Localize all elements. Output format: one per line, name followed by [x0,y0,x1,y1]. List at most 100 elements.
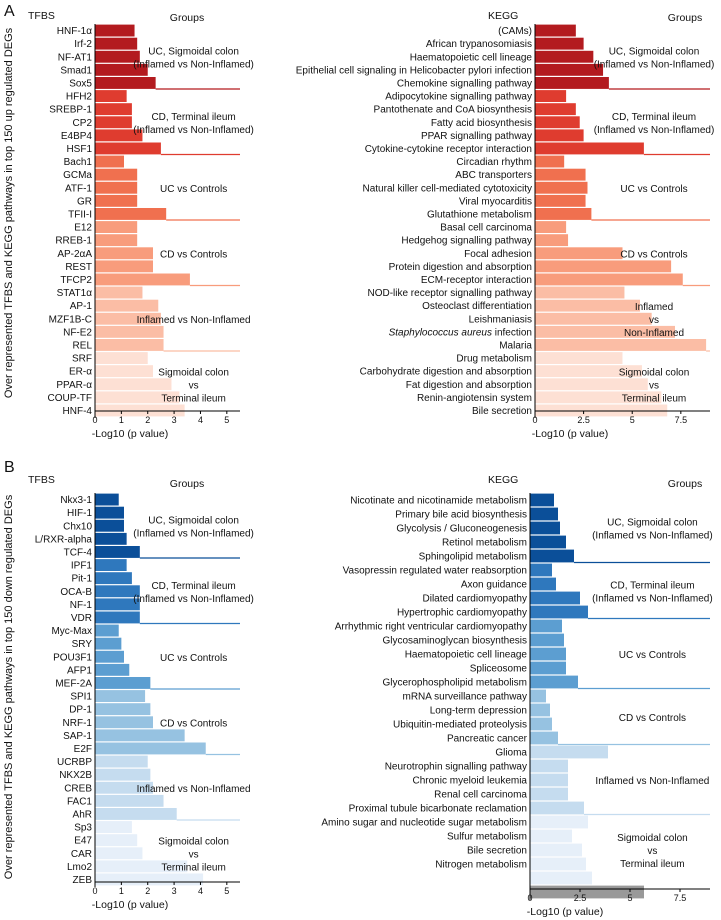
a-tfbs-category-label: TFCP2 [60,275,92,286]
a-kegg-bar [535,365,642,378]
a-tfbs-bar [95,168,138,181]
b-tfbs-bar [95,755,148,768]
a-kegg-bar [535,24,576,37]
b-tfbs-category-label: SAP-1 [63,731,92,742]
b-tfbs-category-label: VDR [71,613,92,624]
a-kegg-bar [535,155,565,168]
a-kegg-category-label: Protein digestion and absorption [389,262,532,273]
a-kegg-bar [535,391,662,404]
b-kegg-group-label: (Inflamed vs Non-Inflamed) [592,594,713,605]
a-kegg-bar [535,142,644,155]
a-kegg-category-label: Fat digestion and absorption [406,380,532,391]
a-tfbs-category-label: HNF-4 [63,406,93,417]
b-tfbs-category-label: NF-1 [70,600,93,611]
b-kegg-bar [530,577,556,591]
b-tfbs-category-label: UCRBP [57,757,92,768]
b-tfbs-category-label: OCA-B [60,587,92,598]
b-tfbs-category-label: ZEB [73,875,93,886]
a-tfbs-x-tick-label: 3 [172,415,177,425]
a-kegg-bar [535,50,594,63]
b-tfbs-bar [95,585,140,598]
b-tfbs-category-label: HIF-1 [67,508,92,519]
b-kegg-bar [530,619,562,633]
b-kegg-x-tick-label: 5 [627,893,632,903]
a-kegg-x-tick-label: 2.5 [577,415,590,425]
b-kegg-group-label: Terminal ileum [620,859,684,870]
a-tfbs-bar [95,208,167,220]
a-kegg-groups-header: Groups [668,12,702,24]
b-tfbs-category-label: E2F [74,744,92,755]
a-tfbs-bar [95,37,138,50]
b-tfbs-bar [95,559,127,571]
a-tfbs-bar [95,50,140,63]
a-tfbs-category-label: Sox5 [69,78,92,89]
a-kegg-group-label: Inflamed [635,302,673,313]
b-tfbs-category-label: NKX2B [59,770,92,781]
b-kegg-bar [530,703,550,717]
b-kegg-x-tick-label: 7.5 [674,893,687,903]
a-kegg-category-label: Fatty acid biosynthesis [431,118,532,129]
a-tfbs-bar [95,260,153,273]
a-kegg-bar [535,221,567,233]
a-kegg-bar [535,37,584,50]
b-tfbs-category-label: AhR [73,809,92,820]
panel-a-letter: A [4,3,15,20]
b-kegg-category-label: Neurotrophin signalling pathway [385,762,527,773]
b-tfbs-bar [95,794,164,807]
a-tfbs-bar [95,299,159,312]
a-tfbs-bar [95,63,148,76]
a-kegg-category-label: Bile secretion [472,406,532,417]
panel-b-letter: B [4,459,15,476]
a-kegg-bar [535,90,567,102]
a-tfbs-bar [95,142,161,155]
b-tfbs-group-label: UC, Sigmoidal colon [148,515,239,526]
b-tfbs-bar [95,768,151,781]
b-kegg-category-label: Proximal tubule bicarbonate reclamation [349,804,527,815]
a-tfbs-group-label: Sigmoidal colon [158,367,229,378]
a-tfbs-bar [95,116,132,129]
b-kegg-category-label: Nicotinate and nicotinamide metabolism [350,496,527,507]
b-kegg-category-label: Sulfur metabolism [447,832,527,843]
b-kegg-category-label: Bile secretion [467,846,527,857]
b-tfbs-bar [95,532,127,545]
a-kegg-bar [535,181,588,194]
b-kegg-x-label: -Log10 (p value) [527,906,603,918]
chart-a-kegg: KEGG Groups (CAMs) African trypanosomiasis H… [296,10,715,440]
b-kegg-category-label: Glycerophospholipid metabolism [382,678,527,689]
a-tfbs-bar [95,273,190,286]
a-tfbs-category-label: Smad1 [60,65,92,76]
a-kegg-category-label: ECM-receptor interaction [421,275,532,286]
b-kegg-category-label: Amino sugar and nucleotide sugar metabol… [321,818,527,829]
a-tfbs-category-label: E12 [74,223,92,234]
b-tfbs-category-label: Nkx3-1 [60,495,92,506]
b-kegg-group-label: vs [647,846,657,857]
b-tfbs-x-tick-label: 0 [92,886,97,896]
b-tfbs-group-label: Inflamed vs Non-Inflamed [137,784,251,795]
a-tfbs-category-label: STAT1α [57,288,93,299]
a-kegg-group-label: Sigmoidal colon [619,367,690,378]
b-kegg-category-label: Pancreatic cancer [447,734,528,745]
b-kegg-group-label: CD vs Controls [619,713,686,724]
a-kegg-category-label: Staphylococcus aureus infection [389,327,532,338]
b-tfbs-group-label: Terminal ileum [161,862,225,873]
b-tfbs-bar [95,677,151,689]
a-tfbs-bar [95,391,180,404]
a-kegg-category-label: Circadian rhythm [456,157,532,168]
b-kegg-bar [530,633,564,647]
b-kegg-bar [530,563,552,577]
a-tfbs-category-label: SRF [72,354,92,365]
b-tfbs-x-tick-label: 3 [172,886,177,896]
b-kegg-category-label: Axon guidance [461,580,528,591]
b-kegg-bar [530,549,574,563]
b-tfbs-bar [95,703,151,716]
b-kegg-bar [530,661,566,675]
a-kegg-category-label: Pantothenate and CoA biosynthesis [374,105,532,116]
b-tfbs-bar [95,519,124,532]
a-kegg-group-label: UC vs Controls [620,184,687,195]
a-tfbs-bar [95,352,148,364]
b-kegg-bar [530,829,572,843]
b-tfbs-bar [95,637,122,650]
b-tfbs-category-label: Myc-Max [51,626,92,637]
a-kegg-bar [535,103,576,116]
